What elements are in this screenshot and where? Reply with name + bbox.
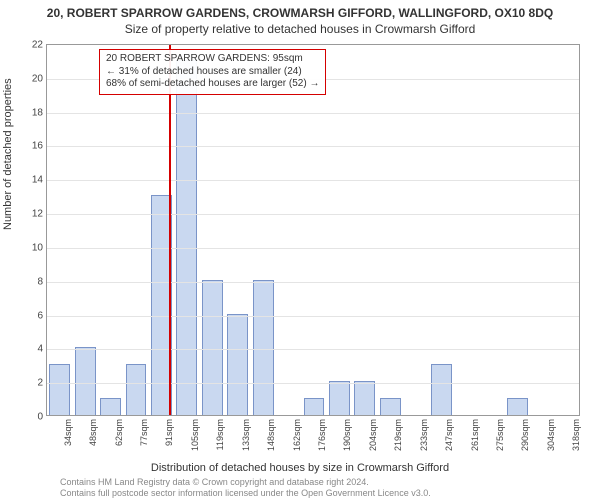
gridline [47, 248, 579, 249]
y-tick: 6 [37, 310, 43, 321]
info-box: 20 ROBERT SPARROW GARDENS: 95sqm← 31% of… [99, 49, 326, 95]
x-axis-label: Distribution of detached houses by size … [0, 462, 600, 474]
gridline [47, 383, 579, 384]
bar [304, 398, 325, 415]
bar [253, 280, 274, 415]
gridline [47, 113, 579, 114]
x-tick: 34sqm [63, 419, 73, 446]
y-tick: 4 [37, 344, 43, 355]
x-tick: 162sqm [292, 419, 302, 451]
marker-line [169, 45, 171, 415]
y-tick: 12 [32, 209, 43, 220]
x-tick: 105sqm [190, 419, 200, 451]
x-tick: 290sqm [520, 419, 530, 451]
bar [202, 280, 223, 415]
x-tick: 261sqm [470, 419, 480, 451]
bar [227, 314, 248, 415]
x-tick: 148sqm [266, 419, 276, 451]
x-tick: 176sqm [317, 419, 327, 451]
y-axis-label: Number of detached properties [2, 78, 14, 230]
gridline [47, 146, 579, 147]
x-tick: 190sqm [342, 419, 352, 451]
y-tick: 8 [37, 276, 43, 287]
info-box-line: 68% of semi-detached houses are larger (… [106, 78, 319, 91]
x-tick: 119sqm [215, 419, 225, 450]
bar [380, 398, 401, 415]
x-tick: 304sqm [546, 419, 556, 451]
x-tick: 48sqm [88, 419, 98, 446]
y-tick: 18 [32, 107, 43, 118]
bar [354, 381, 375, 415]
gridline [47, 180, 579, 181]
x-tick: 219sqm [393, 419, 403, 451]
footnote-line2: Contains full postcode sector informatio… [60, 488, 431, 498]
y-tick: 20 [32, 73, 43, 84]
gridline [47, 349, 579, 350]
x-tick: 77sqm [139, 419, 149, 446]
page-subtitle: Size of property relative to detached ho… [0, 20, 600, 40]
x-tick: 62sqm [114, 419, 124, 446]
footnote-line1: Contains HM Land Registry data © Crown c… [60, 477, 431, 487]
bar [75, 347, 96, 415]
bar [49, 364, 70, 415]
y-tick: 16 [32, 141, 43, 152]
x-tick: 91sqm [164, 419, 174, 446]
gridline [47, 316, 579, 317]
y-tick: 22 [32, 40, 43, 51]
x-tick: 247sqm [444, 419, 454, 451]
bar [329, 381, 350, 415]
info-box-line: ← 31% of detached houses are smaller (24… [106, 66, 319, 79]
gridline [47, 214, 579, 215]
x-tick: 318sqm [571, 419, 581, 451]
x-tick: 133sqm [241, 419, 251, 451]
x-tick: 233sqm [419, 419, 429, 451]
bar [507, 398, 528, 415]
bar [126, 364, 147, 415]
bar [100, 398, 121, 415]
bars-container [47, 45, 579, 415]
info-box-line: 20 ROBERT SPARROW GARDENS: 95sqm [106, 53, 319, 66]
y-tick: 0 [37, 412, 43, 423]
gridline [47, 282, 579, 283]
y-tick: 2 [37, 378, 43, 389]
footnote: Contains HM Land Registry data © Crown c… [60, 477, 431, 498]
page-title: 20, ROBERT SPARROW GARDENS, CROWMARSH GI… [0, 0, 600, 20]
x-tick: 204sqm [368, 419, 378, 451]
x-tick: 275sqm [495, 419, 505, 451]
y-tick: 14 [32, 175, 43, 186]
chart-area: 024681012141618202234sqm48sqm62sqm77sqm9… [46, 44, 580, 416]
y-tick: 10 [32, 242, 43, 253]
bar [431, 364, 452, 415]
